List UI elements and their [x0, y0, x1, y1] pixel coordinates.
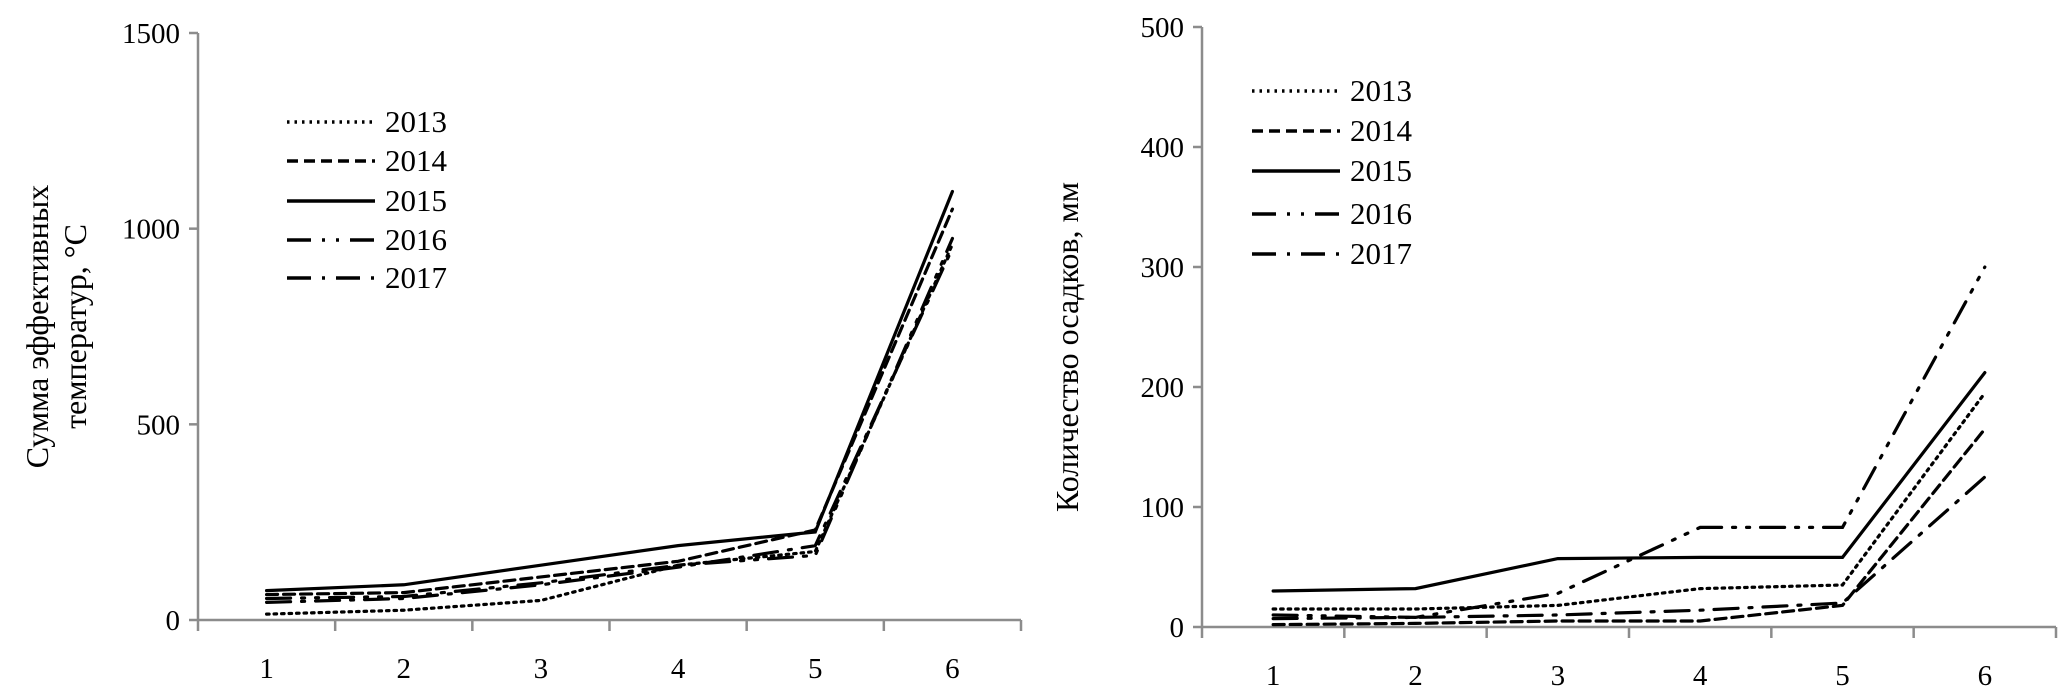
x-tick-label: 6	[1978, 660, 1993, 692]
series-line-2014	[264, 207, 955, 597]
legend-label: 2015	[385, 183, 447, 218]
legend-label: 2014	[385, 143, 448, 178]
legend-label: 2017	[385, 260, 447, 295]
y-tick-label: 1000	[122, 214, 180, 246]
x-tick-label: 4	[671, 653, 686, 685]
legend-label: 2013	[1350, 73, 1412, 108]
x-tick-label: 6	[945, 653, 960, 685]
y-axis-label: Сумма эффективных	[19, 185, 55, 469]
series-line-2013	[264, 242, 955, 616]
legend-label: 2014	[1350, 113, 1413, 148]
series-line-2015	[264, 189, 955, 593]
y-tick-label: 200	[1141, 372, 1185, 404]
y-axis-label: Количество осадков, мм	[1049, 182, 1085, 512]
x-tick-label: 5	[808, 653, 823, 685]
x-tick-label: 2	[1408, 660, 1423, 692]
legend-label: 2016	[1350, 196, 1412, 231]
series-line-2016	[1271, 265, 1987, 620]
y-tick-label: 0	[1170, 612, 1185, 644]
x-tick-label: 3	[1551, 660, 1566, 692]
series-line-2013	[1271, 391, 1987, 611]
chart-1: 0 500 1000 1500 1 2 3 4 5 6 Сумма эффективных темпе…	[19, 18, 1023, 685]
y-tick-label: 500	[137, 409, 181, 441]
legend-label: 2013	[385, 104, 447, 139]
y-tick-label: 0	[166, 605, 181, 637]
x-tick-label: 1	[1266, 660, 1281, 692]
series-line-2017	[264, 246, 955, 604]
x-tick-label: 3	[534, 653, 549, 685]
y-tick-label: 300	[1141, 252, 1185, 284]
y-tick-label: 400	[1141, 132, 1185, 164]
y-tick-label: 500	[1141, 12, 1185, 44]
series-line-2016	[264, 236, 955, 601]
legend-label: 2017	[1350, 236, 1412, 271]
x-tick-label: 4	[1693, 660, 1708, 692]
y-tick-label: 1500	[122, 18, 180, 50]
x-tick-label: 2	[397, 653, 412, 685]
legend-label: 2016	[385, 222, 447, 257]
series-line-2017	[1271, 475, 1987, 621]
x-tick-label: 5	[1835, 660, 1850, 692]
series-line-2015	[1271, 371, 1987, 593]
y-tick-label: 100	[1141, 492, 1185, 524]
chart-2: 0 100 200 300 400 500 1 2 3 4 5 6 Количество осадков…	[1049, 12, 2058, 692]
y-axis-label: температур, °С	[57, 224, 93, 429]
legend-label: 2015	[1350, 153, 1412, 188]
x-tick-label: 1	[259, 653, 274, 685]
series-line-2014	[1271, 427, 1987, 627]
